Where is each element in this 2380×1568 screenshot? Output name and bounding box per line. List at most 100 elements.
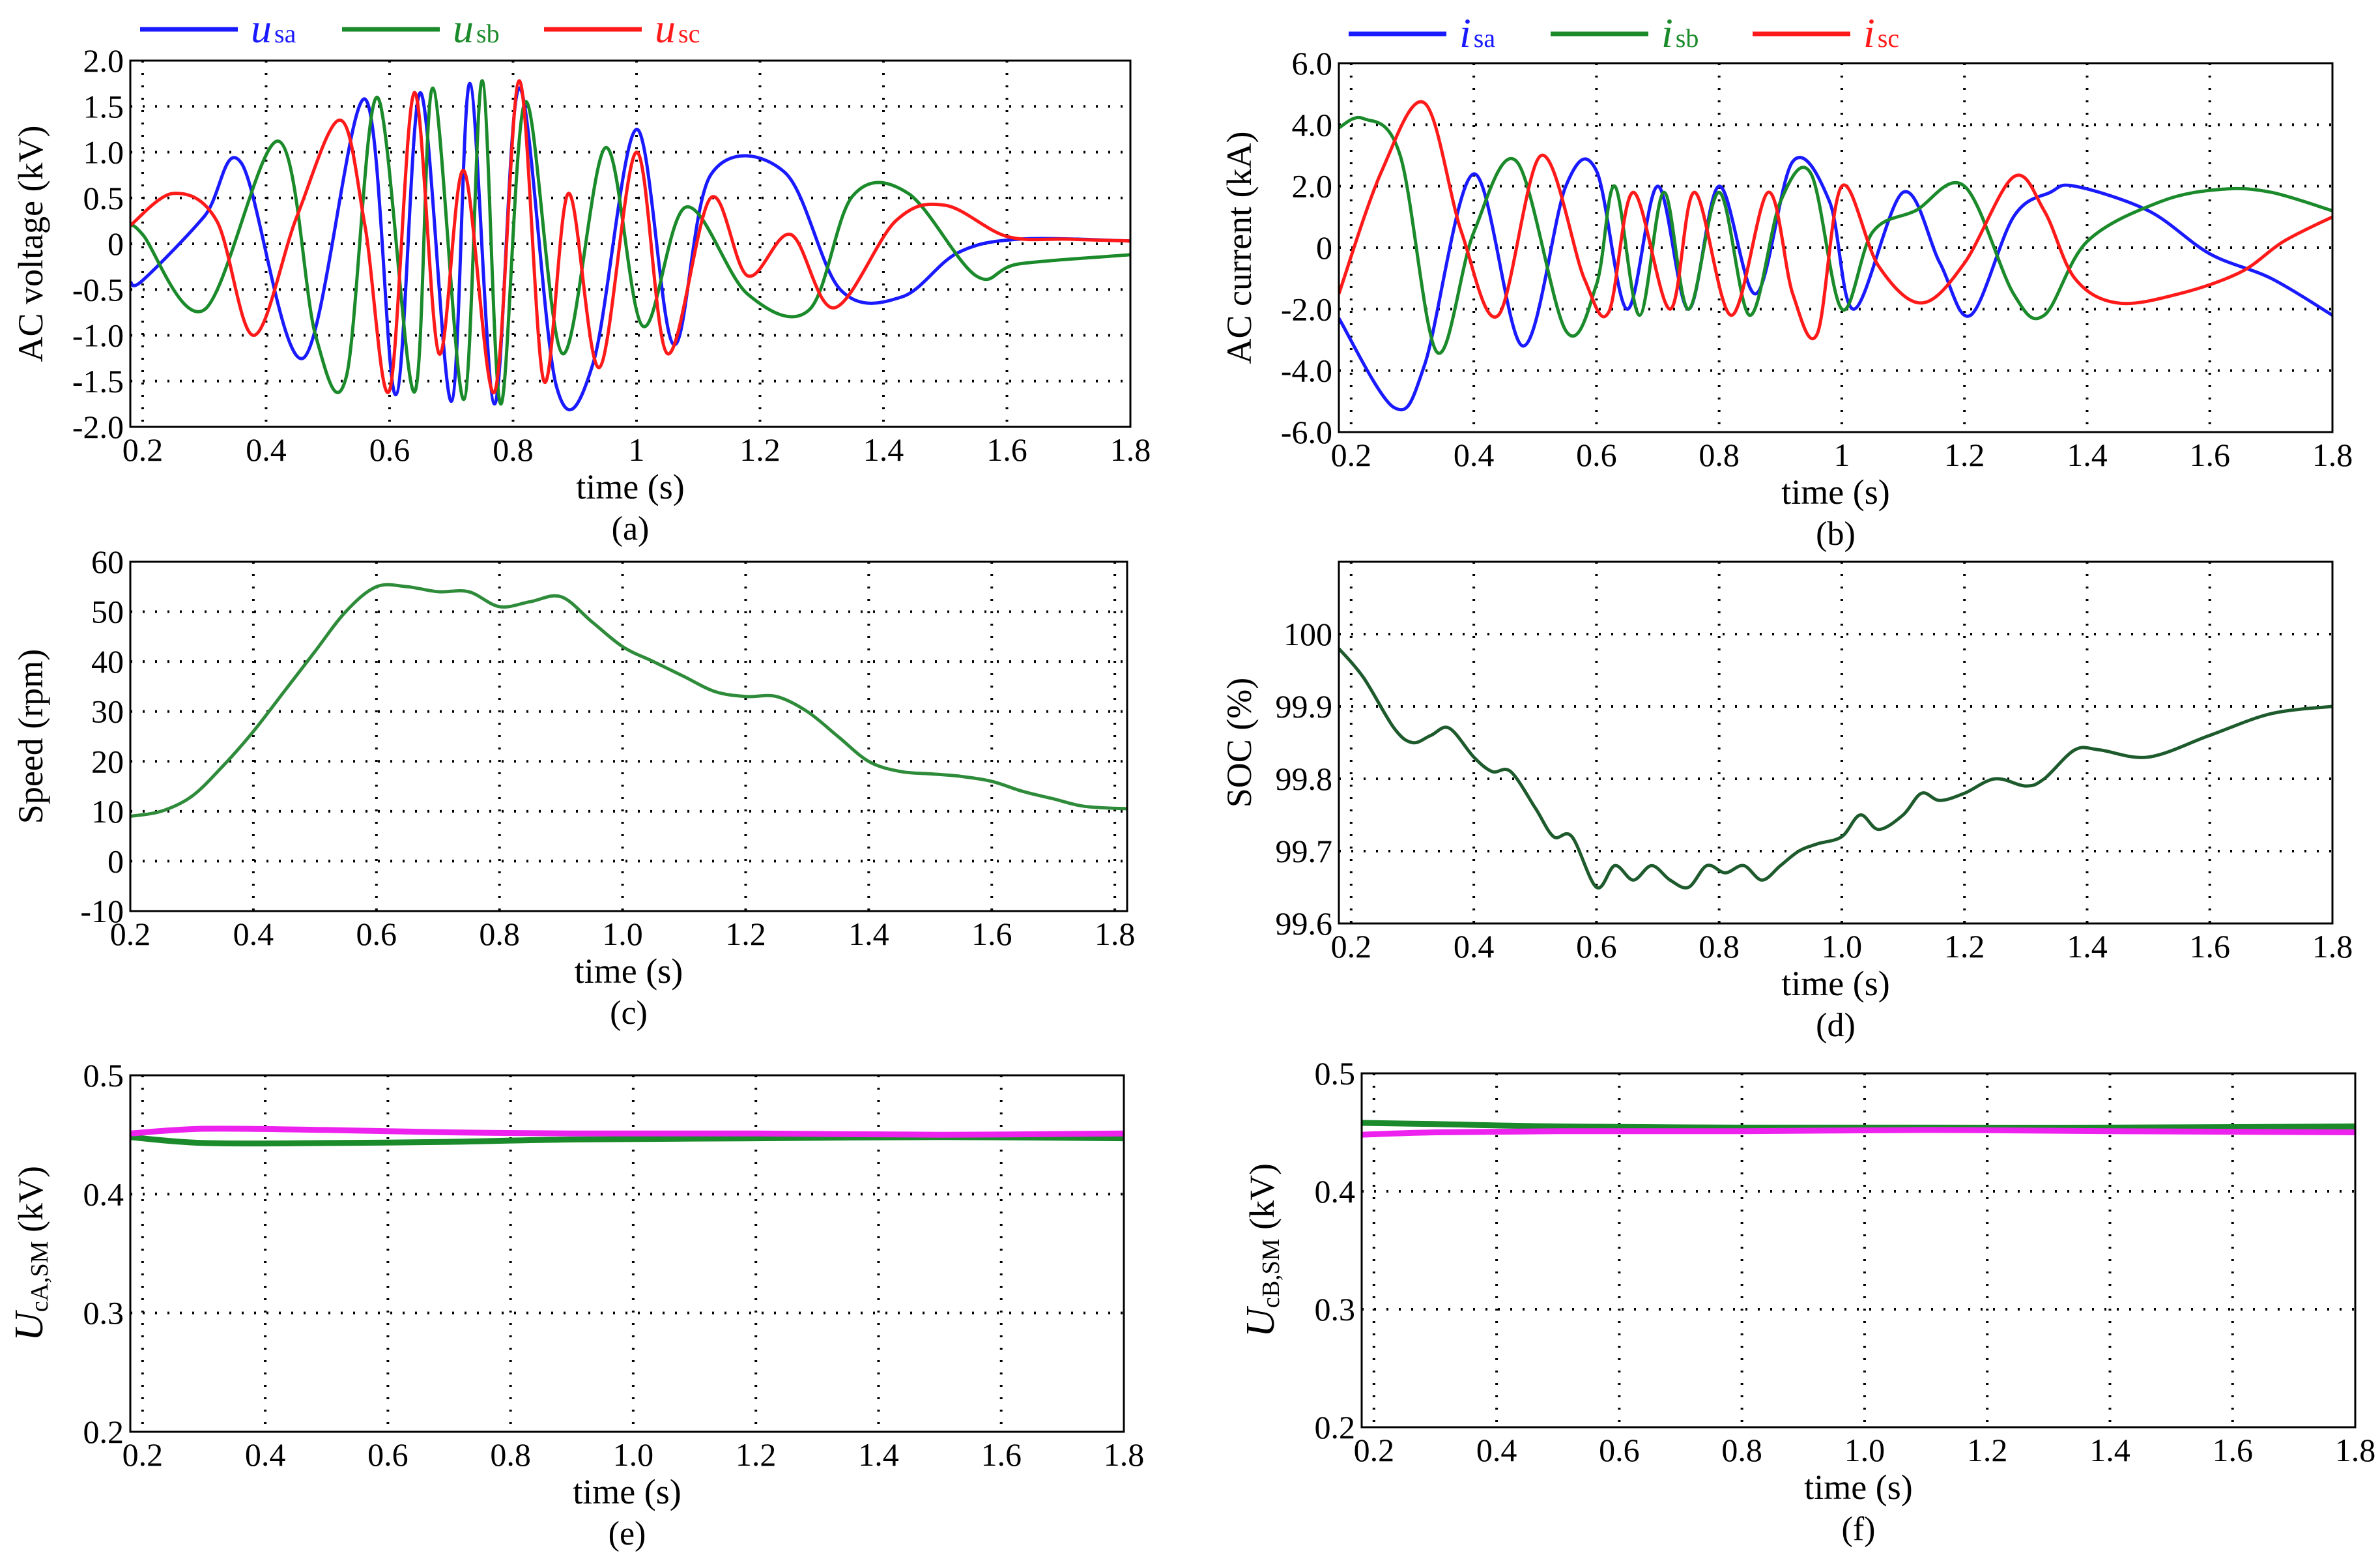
panel-caption: (b) [1816,515,1856,553]
panel-caption: (c) [610,995,648,1032]
x-tick-label: 1.6 [986,431,1027,468]
y-tick-label: 99.7 [1276,833,1333,869]
series-line-isb [1339,115,2332,355]
plot-frame [129,59,1132,428]
y-axis-label: UcB,SM (kV) [1239,1163,1285,1337]
x-axis-label: time (s) [1781,964,1889,1003]
x-tick-label: 1.8 [1104,1436,1145,1473]
y-tick-label: 99.9 [1276,688,1333,725]
legend-label: i sb [1661,10,1699,56]
x-tick-label: 1.4 [2089,1432,2130,1468]
panel-caption: (f) [1842,1511,1876,1548]
x-tick-label: 0.6 [1576,928,1617,965]
series-line-usc [130,79,1130,394]
legend-item-usa: u sa [140,5,296,51]
y-tick-label: -2.0 [72,409,124,445]
y-tick-label: 0.4 [83,1176,124,1212]
panel-a: 0.2 0.4 0.6 0.8 1 1.2 1.4 1.6 1.8 2.0 1.5 1.0 0.5 0 -0… [11,5,1151,547]
series-line-green [130,1134,1124,1147]
x-tick-label: 0.2 [110,916,151,952]
y-axis-label: AC current (kA) [1220,132,1259,364]
y-tick-label: -6.0 [1281,414,1332,450]
plot-frame [129,560,1128,912]
x-tick-label: 0.4 [1454,437,1495,473]
y-tick-label: -1.0 [72,317,124,354]
y-tick-label: 0.5 [83,1057,124,1094]
x-axis-label: time (s) [576,467,684,506]
x-tick-label: 1.6 [2212,1432,2253,1468]
x-axis-label: time (s) [1781,472,1889,512]
series-line-speed [130,583,1127,818]
y-tick-label: 0.5 [83,180,124,216]
y-axis-label: AC voltage (kV) [11,126,50,362]
x-tick-label: 1.0 [613,1436,654,1473]
legend-item-isc: i sc [1753,10,1899,56]
y-tick-label: -2.0 [1281,291,1332,327]
y-tick-label: 0.4 [1315,1173,1356,1210]
panel-caption: (d) [1816,1007,1856,1044]
x-tick-label: 1.6 [2189,437,2230,473]
x-tick-label: 0.8 [1721,1432,1762,1468]
series-line-usa [130,81,1130,412]
x-tick-label: 1.8 [2335,1432,2376,1468]
x-tick-label: 1 [1833,437,1850,473]
x-tick-label: 1.6 [981,1436,1022,1473]
legend-item-isa: i sa [1349,10,1495,56]
series-line-soc [1339,647,2332,890]
y-tick-label: -10 [80,893,124,929]
plot-frame [1360,1072,2357,1429]
legend-label: u sc [655,5,700,51]
y-tick-label: 6.0 [1292,45,1333,81]
y-tick-label: 2.0 [1292,168,1333,205]
y-tick-label: -1.5 [72,363,124,399]
x-tick-label: 0.6 [356,916,397,952]
panel-c: 0.2 0.4 0.6 0.8 1.0 1.2 1.4 1.6 1.8 60 50 40 30 20 10 0… [11,544,1135,1032]
x-tick-label: 0.4 [245,1436,286,1473]
x-tick-label: 0.8 [1699,437,1740,473]
x-axis-label: time (s) [1804,1468,1912,1507]
y-tick-label: 99.8 [1276,761,1333,797]
x-tick-label: 1.4 [2067,928,2108,965]
y-tick-label: 0.3 [83,1295,124,1331]
panel-e: 0.2 0.4 0.6 0.8 1.0 1.2 1.4 1.6 1.8 0.5 0.4 0.3 0.2 t… [7,1057,1144,1552]
plot-frame [129,1074,1125,1433]
panel-caption: (a) [612,510,650,547]
y-tick-label: 0.2 [83,1414,124,1450]
x-tick-label: 0.2 [122,1436,164,1473]
x-tick-label: 0.2 [1331,928,1372,965]
legend-item-usc: u sc [544,5,700,51]
x-tick-label: 1.4 [2067,437,2108,473]
x-tick-label: 1.4 [848,916,889,952]
y-tick-label: 30 [91,693,124,730]
y-tick-label: 0.3 [1315,1291,1356,1328]
x-tick-label: 0.4 [1476,1432,1517,1468]
panel-b: 0.2 0.4 0.6 0.8 1 1.2 1.4 1.6 1.8 6.0 4.0 2.0 0 -2.0 -… [1220,10,2353,553]
y-tick-label: 40 [91,643,124,680]
panel-d: 0.2 0.4 0.6 0.8 1.0 1.2 1.4 1.6 1.8 100 99.9 99.8 99… [1220,560,2353,1044]
y-tick-label: 0 [108,843,124,879]
y-axis-label: Speed (rpm) [11,649,50,824]
x-tick-label: 0.2 [1331,437,1372,473]
legend-label: i sc [1863,10,1899,56]
y-axis-label: UcA,SM (kV) [7,1166,53,1341]
x-tick-label: 1.8 [1110,431,1151,468]
panel-f: 0.2 0.4 0.6 0.8 1.0 1.2 1.4 1.6 1.8 0.5 0.4 0.3 0.2 t… [1239,1055,2375,1548]
series-line-green [1362,1120,2355,1131]
y-tick-label: 0.5 [1315,1055,1356,1092]
y-axis-label: SOC (%) [1220,678,1259,808]
x-tick-label: 1.4 [858,1436,899,1473]
legend-label: u sa [251,5,296,51]
plot-frame [1338,560,2334,925]
y-tick-label: 100 [1283,616,1332,652]
x-tick-label: 1.0 [1844,1432,1885,1468]
series-line-isa [1339,156,2332,412]
y-tick-label: 0 [1316,229,1332,266]
x-tick-label: 1.2 [736,1436,777,1473]
y-tick-label: 0 [108,225,124,262]
y-tick-label: 1.0 [83,134,124,171]
y-tick-label: 60 [91,544,124,580]
y-tick-label: 99.6 [1276,905,1333,942]
x-tick-label: 1.6 [971,916,1012,952]
x-tick-label: 1.6 [2189,928,2230,965]
